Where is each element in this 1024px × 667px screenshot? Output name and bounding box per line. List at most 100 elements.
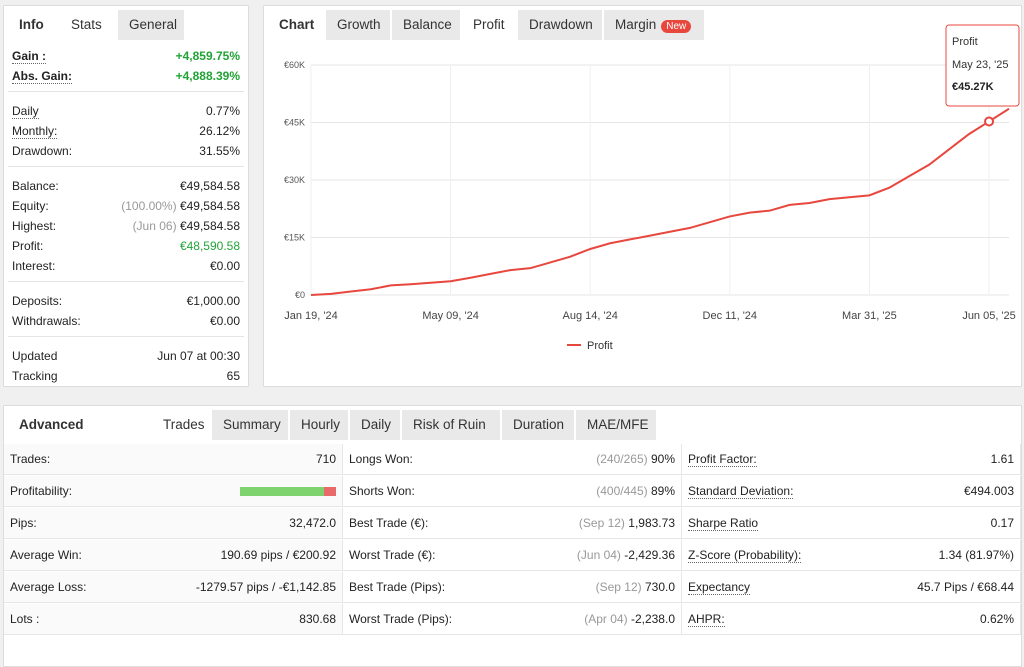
stat-number: 1.34 (81.97%) bbox=[938, 548, 1014, 562]
stat-number: 1,983.73 bbox=[628, 516, 675, 530]
stat-value: 26.12% bbox=[199, 121, 240, 141]
stat-label: AHPR: bbox=[688, 612, 725, 627]
y-tick-label: €0 bbox=[295, 290, 305, 300]
stat-value: €0.00 bbox=[210, 311, 240, 331]
stat-cell: Best Trade (Pips): (Sep 12) 730.0 bbox=[343, 572, 682, 603]
hover-point bbox=[984, 116, 995, 127]
stat-label-wrap: Profitability: bbox=[10, 476, 72, 507]
stat-value: +4,859.75% bbox=[176, 46, 240, 66]
stat-number: €49,584.58 bbox=[179, 219, 240, 233]
stat-value: (Jun 04) -2,429.36 bbox=[577, 540, 675, 571]
stat-cell: Longs Won: (240/265) 90% bbox=[343, 444, 682, 475]
tab[interactable]: Margin New bbox=[604, 10, 704, 40]
stat-value: (Sep 12) 1,983.73 bbox=[579, 508, 675, 539]
tab[interactable]: Hourly bbox=[290, 410, 348, 440]
stat-row: Highest: (Jun 06) €49,584.58 bbox=[12, 216, 240, 236]
y-tick-label: €45K bbox=[284, 118, 305, 128]
stat-value: 45.7 Pips / €68.44 bbox=[917, 572, 1014, 603]
page: Info Stats General Gain : +4,859.75% Abs. Gai… bbox=[3, 5, 1022, 667]
stat-cell: Best Trade (€): (Sep 12) 1,983.73 bbox=[343, 508, 682, 539]
stat-cell: Profit Factor: 1.61 bbox=[682, 444, 1021, 475]
stat-label: Gain : bbox=[12, 49, 47, 64]
stat-label: Worst Trade (Pips): bbox=[349, 612, 453, 626]
chart-panel: €0 €15K €30K €45K €60K Jan 19, '24 May 09, '24… bbox=[263, 5, 1022, 387]
stat-label: Updated bbox=[12, 349, 58, 363]
stat-value: 830.68 bbox=[299, 604, 336, 635]
stat-label-wrap: Average Win: bbox=[10, 540, 82, 571]
tab[interactable]: Growth bbox=[326, 10, 390, 40]
stat-label: Drawdown: bbox=[12, 144, 73, 158]
tab[interactable]: Risk of Ruin bbox=[402, 410, 500, 440]
x-tick-label: Jun 05, '25 bbox=[962, 310, 1015, 322]
stat-label: Daily bbox=[12, 104, 39, 119]
tab[interactable]: Stats bbox=[60, 10, 116, 40]
stat-value: €1,000.00 bbox=[187, 291, 240, 311]
tab[interactable]: Info bbox=[8, 10, 58, 40]
stat-label: Expectancy bbox=[688, 580, 751, 595]
stat-label-wrap: Longs Won: bbox=[349, 444, 413, 475]
tab[interactable]: Trades bbox=[152, 410, 210, 440]
stat-row: Daily 0.77% bbox=[12, 101, 240, 121]
stat-note: (Sep 12) bbox=[595, 580, 642, 594]
stat-value: 1.61 bbox=[991, 444, 1014, 475]
stat-note: (Apr 04) bbox=[584, 612, 628, 626]
stat-number: -2,429.36 bbox=[624, 548, 675, 562]
separator bbox=[8, 336, 244, 337]
stat-cell: AHPR: 0.62% bbox=[682, 604, 1021, 635]
stat-value: 31.55% bbox=[199, 141, 240, 161]
stat-cell: Shorts Won: (400/445) 89% bbox=[343, 476, 682, 507]
profitability-bar bbox=[240, 487, 336, 496]
stat-label: Tracking bbox=[12, 369, 58, 383]
stat-value: Jun 07 at 00:30 bbox=[157, 346, 240, 366]
stat-label-wrap: Z-Score (Probability): bbox=[688, 540, 802, 571]
stat-number: 89% bbox=[650, 484, 675, 498]
stat-number: €0.00 bbox=[209, 259, 240, 273]
stat-label-wrap: Expectancy bbox=[688, 572, 751, 603]
tooltip-date: May 23, '25 bbox=[952, 59, 1009, 71]
stat-label-wrap: Profit Factor: bbox=[688, 444, 757, 475]
stat-row: Updated Jun 07 at 00:30 bbox=[12, 346, 240, 366]
stat-row: Abs. Gain: +4,888.39% bbox=[12, 66, 240, 86]
stat-label: Equity: bbox=[12, 199, 49, 213]
stats-panel: Advanced StatisticsTradesSummaryHourlyDa… bbox=[3, 405, 1022, 667]
stat-label: Best Trade (€): bbox=[349, 516, 429, 530]
stat-row: Withdrawals: €0.00 bbox=[12, 311, 240, 331]
stat-label: Profit Factor: bbox=[688, 452, 757, 467]
tooltip-series: Profit bbox=[952, 36, 978, 48]
stat-label: Average Win: bbox=[10, 548, 82, 562]
tab[interactable]: Summary bbox=[212, 410, 288, 440]
stat-value: +4,888.39% bbox=[176, 66, 240, 86]
tab[interactable]: Daily bbox=[350, 410, 400, 440]
separator bbox=[8, 281, 244, 282]
tab[interactable]: Drawdown bbox=[518, 10, 602, 40]
stat-value: 0.62% bbox=[980, 604, 1014, 635]
tab[interactable]: Profit bbox=[462, 10, 516, 40]
tab[interactable]: MAE/MFE bbox=[576, 410, 656, 440]
stat-value: -1279.57 pips / -€1,142.85 bbox=[196, 572, 336, 603]
stat-row: Balance: €49,584.58 bbox=[12, 176, 240, 196]
info-panel: Info Stats General Gain : +4,859.75% Abs. Gai… bbox=[3, 5, 249, 387]
stat-label: Lots : bbox=[10, 612, 40, 626]
stat-label: Sharpe Ratio bbox=[688, 516, 759, 531]
tab[interactable]: Balance bbox=[392, 10, 460, 40]
stat-label: Deposits: bbox=[12, 294, 63, 308]
chart: €0 €15K €30K €45K €60K Jan 19, '24 May 09, '24… bbox=[284, 24, 1020, 352]
stat-note: (240/265) bbox=[596, 452, 648, 466]
stat-cell: Average Loss: -1279.57 pips / -€1,142.85 bbox=[4, 572, 343, 603]
stat-value: 65 bbox=[227, 366, 240, 386]
x-tick-label: Dec 11, '24 bbox=[703, 310, 757, 322]
stat-number: €49,584.58 bbox=[179, 179, 240, 193]
tab[interactable]: General bbox=[118, 10, 184, 40]
stat-value: €0.00 bbox=[210, 256, 240, 276]
stat-label-wrap: Average Loss: bbox=[10, 572, 87, 603]
line bbox=[310, 107, 1010, 296]
stat-value: €49,584.58 bbox=[180, 176, 240, 196]
tab[interactable]: Chart bbox=[268, 10, 324, 40]
tab[interactable]: Duration bbox=[502, 410, 574, 440]
stat-label: Standard Deviation: bbox=[688, 484, 794, 499]
stat-number: 0.17 bbox=[990, 516, 1014, 530]
stat-number: €494.003 bbox=[963, 484, 1014, 498]
separator bbox=[8, 91, 244, 92]
stat-cell: Standard Deviation: €494.003 bbox=[682, 476, 1021, 507]
stat-cell: Profitability: bbox=[4, 476, 343, 507]
